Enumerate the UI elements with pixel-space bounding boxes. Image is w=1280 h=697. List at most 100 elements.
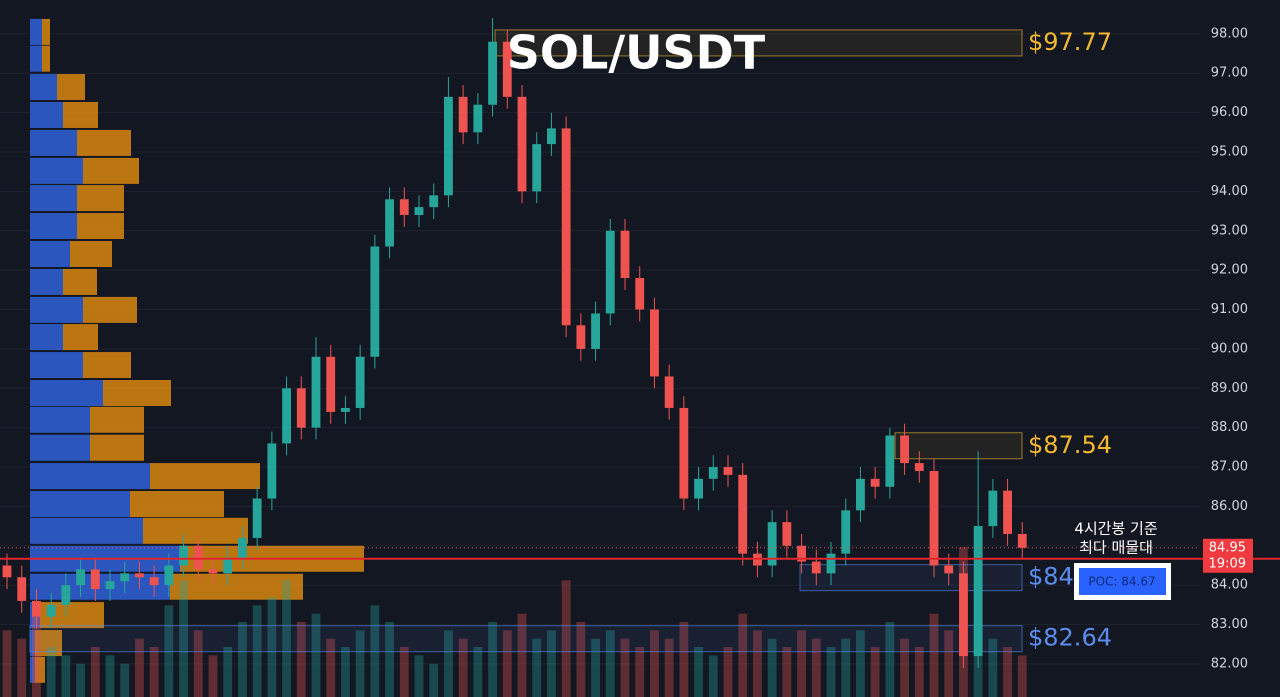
volume-bar xyxy=(900,638,909,697)
volume-bar xyxy=(429,663,439,697)
profile-buy xyxy=(30,656,35,683)
volume-profile xyxy=(30,18,364,683)
level-box xyxy=(494,29,1023,57)
volume-bar xyxy=(267,597,277,697)
candle-body xyxy=(76,569,85,586)
y-tick-label: 88.00 xyxy=(1211,420,1248,435)
volume-bar xyxy=(370,605,380,697)
profile-buy xyxy=(30,129,77,156)
profile-buy xyxy=(30,240,70,267)
profile-buy xyxy=(30,379,103,406)
volume-bar xyxy=(591,638,600,697)
volume-bar xyxy=(605,630,615,697)
volume-bar xyxy=(458,638,468,697)
volume-bar xyxy=(385,622,394,697)
candle-body xyxy=(488,41,497,105)
volume-bar xyxy=(517,613,527,697)
profile-buy xyxy=(30,573,170,600)
profile-sell xyxy=(63,268,97,295)
volume-bar xyxy=(797,630,806,697)
volume-bar xyxy=(679,622,689,697)
volume-bar xyxy=(841,638,851,697)
volume-bar xyxy=(635,647,645,697)
profile-sell xyxy=(42,18,50,45)
volume-bar xyxy=(105,655,115,697)
candle-body xyxy=(694,478,703,499)
volume-bar xyxy=(46,647,56,697)
candle-body xyxy=(444,96,453,196)
candle-body xyxy=(238,537,247,558)
candle-body xyxy=(105,581,115,590)
candle-body xyxy=(414,207,424,216)
candle-body xyxy=(914,463,924,471)
profile-buy xyxy=(30,74,57,101)
candle-body xyxy=(17,577,27,601)
candle-body xyxy=(32,600,41,617)
volume-bar xyxy=(738,613,748,697)
volume-bar xyxy=(414,655,424,697)
y-tick-label: 96.00 xyxy=(1211,105,1248,120)
profile-sell xyxy=(170,573,303,600)
candle-body xyxy=(782,522,792,546)
candle-body xyxy=(208,569,218,574)
volume-bar xyxy=(444,630,453,697)
profile-sell xyxy=(57,74,85,101)
y-tick-label: 91.00 xyxy=(1211,302,1248,317)
y-tick-label: 84.00 xyxy=(1211,578,1248,593)
candle-body xyxy=(900,435,909,464)
volume-bar xyxy=(61,655,71,697)
profile-sell xyxy=(103,379,171,406)
volume-bar xyxy=(296,622,306,697)
level-label: $97.77 xyxy=(1028,28,1112,56)
profile-sell xyxy=(77,129,131,156)
candle-body xyxy=(576,325,586,349)
volume-bar xyxy=(870,647,880,697)
candle-body xyxy=(311,356,321,428)
volume-bar xyxy=(723,647,733,697)
candle-body xyxy=(341,407,350,412)
volume-bar xyxy=(811,638,821,697)
level-box xyxy=(29,625,1023,653)
candle-body xyxy=(547,128,556,145)
volume-bar xyxy=(650,630,659,697)
candle-body xyxy=(90,569,100,590)
volume-bar xyxy=(32,613,41,697)
volume-bar xyxy=(1017,655,1027,697)
profile-buy xyxy=(30,406,90,433)
volume-bar xyxy=(620,638,630,697)
profile-buy xyxy=(30,213,77,240)
candle-body xyxy=(929,470,939,566)
volume-bar xyxy=(179,580,188,697)
volume-bar xyxy=(694,647,703,697)
candle-body xyxy=(811,561,821,574)
profile-sell xyxy=(130,491,224,518)
y-tick-label: 90.00 xyxy=(1211,341,1248,356)
volume-bar xyxy=(282,580,291,697)
volume-bar xyxy=(164,605,174,697)
y-tick-label: 87.00 xyxy=(1211,460,1248,475)
volume-bar xyxy=(1003,647,1012,697)
profile-sell xyxy=(35,656,45,683)
candle-body xyxy=(282,388,291,444)
level-box xyxy=(894,432,1023,460)
candle-body xyxy=(723,467,733,475)
volume-bar xyxy=(149,647,159,697)
profile-buy xyxy=(30,185,77,212)
candle-body xyxy=(620,230,630,279)
volume-bar xyxy=(856,630,865,697)
y-tick-label: 92.00 xyxy=(1211,263,1248,278)
volume-bar xyxy=(76,663,85,697)
price-tag xyxy=(1203,538,1253,573)
profile-sell xyxy=(77,185,124,212)
volume-bar xyxy=(753,630,762,697)
volume-bar xyxy=(488,622,497,697)
candle-body xyxy=(841,510,851,554)
y-tick-label: 82.00 xyxy=(1211,656,1248,671)
poc-label: POC: 84.67 xyxy=(1088,575,1155,589)
candle-body xyxy=(1003,490,1012,534)
candle-body xyxy=(193,545,203,570)
volume-bar xyxy=(341,647,350,697)
volume-bar xyxy=(2,630,12,697)
y-tick-label: 97.00 xyxy=(1211,66,1248,81)
